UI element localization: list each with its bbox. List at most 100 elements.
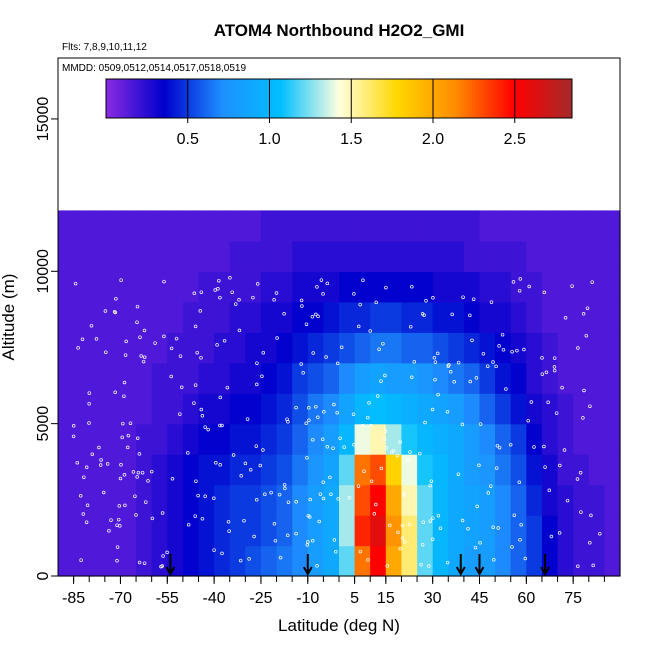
x-tick-label: -70: [109, 590, 132, 607]
flight-sample-point: [122, 394, 126, 398]
heatmap-cell: [573, 545, 590, 577]
flight-sample-point: [89, 323, 94, 328]
flight-sample-point: [432, 356, 437, 360]
heatmap-cell: [214, 271, 231, 303]
flight-sample-point: [427, 564, 431, 568]
flight-sample-point: [98, 463, 103, 467]
heatmap-cell: [276, 271, 293, 303]
flight-sample-point: [421, 520, 426, 524]
heatmap-cell: [432, 423, 449, 455]
heatmap-cell: [323, 240, 340, 272]
heatmap-cell: [510, 545, 527, 577]
heatmap-cell: [120, 240, 137, 272]
flight-sample-point: [351, 412, 356, 417]
heatmap-cell: [245, 240, 262, 272]
heatmap-cell: [292, 454, 309, 486]
flight-sample-point: [125, 445, 130, 450]
heatmap-cell: [463, 515, 481, 547]
heatmap-cell: [245, 484, 262, 516]
flight-sample-point: [400, 536, 405, 540]
heatmap-cell: [229, 393, 246, 425]
heatmap-cell: [370, 393, 387, 425]
heatmap-cell: [541, 454, 559, 486]
flight-sample-point: [242, 518, 246, 523]
heatmap-cell: [339, 545, 356, 577]
heatmap-cell: [510, 271, 527, 303]
flight-sample-point: [366, 415, 370, 420]
flight-sample-point: [347, 496, 352, 500]
flight-sample-point: [105, 462, 110, 466]
flight-sample-point: [366, 558, 370, 562]
flight-sample-point: [214, 461, 218, 465]
heatmap-cell: [229, 545, 246, 577]
flight-sample-point: [379, 379, 383, 383]
heatmap-cell: [198, 515, 215, 547]
flight-sample-point: [103, 309, 108, 313]
flight-sample-point: [395, 453, 400, 458]
flight-sample-point: [542, 444, 546, 449]
flight-sample-point: [128, 421, 133, 425]
x-tick-label: 5: [350, 590, 359, 607]
heatmap-cell: [245, 271, 262, 303]
heatmap-cell: [89, 332, 106, 364]
heatmap-cell: [245, 423, 262, 455]
heatmap-cell: [260, 332, 278, 364]
flight-sample-point: [398, 440, 402, 444]
flight-sample-point: [316, 314, 320, 319]
flight-sample-point: [272, 298, 276, 302]
heatmap-cell: [151, 423, 168, 455]
heatmap-cell: [89, 423, 106, 455]
flight-sample-point: [237, 298, 241, 302]
heatmap-cell: [89, 454, 106, 486]
heatmap-cell: [260, 545, 278, 577]
heatmap-cell: [120, 210, 137, 242]
heatmap-cell: [510, 515, 527, 547]
heatmap-cell: [73, 332, 90, 364]
heatmap-cell: [260, 301, 278, 333]
heatmap-cell: [448, 362, 465, 394]
heatmap-cell: [526, 210, 543, 242]
heatmap-cell: [604, 362, 621, 394]
heatmap-cell: [448, 393, 465, 425]
flight-sample-point: [418, 451, 422, 456]
heatmap-cell: [541, 271, 559, 303]
heatmap-cell: [557, 362, 574, 394]
flight-sample-point: [361, 278, 365, 283]
flight-sample-point: [170, 477, 175, 481]
heatmap-cell: [385, 515, 402, 547]
flight-sample-point: [122, 380, 127, 385]
heatmap-cell: [182, 515, 200, 547]
heatmap-cell: [323, 454, 340, 486]
heatmap-cell: [557, 301, 574, 333]
heatmap-cell: [89, 362, 106, 394]
heatmap-cell: [448, 454, 465, 486]
flight-sample-point: [379, 466, 384, 471]
heatmap-cell: [604, 271, 621, 303]
flight-sample-point: [251, 295, 255, 300]
heatmap-cell: [104, 332, 121, 364]
heatmap-cell: [151, 210, 168, 242]
flight-sample-point: [579, 510, 583, 514]
heatmap-cell: [573, 484, 590, 516]
heatmap-cell: [385, 545, 402, 577]
heatmap-cell: [136, 393, 153, 425]
flight-sample-point: [144, 500, 148, 504]
heatmap-cell: [448, 423, 465, 455]
flight-sample-point: [299, 298, 304, 303]
flight-sample-point: [369, 424, 373, 428]
heatmap-cell: [151, 545, 168, 577]
flight-sample-point: [196, 493, 200, 498]
heatmap-cell: [557, 515, 574, 547]
heatmap-cell: [385, 271, 402, 303]
heatmap-cell: [104, 210, 121, 242]
heatmap-cell: [229, 454, 246, 486]
arrow-markers: [165, 554, 550, 577]
flight-sample-point: [407, 522, 412, 527]
heatmap-cell: [276, 484, 293, 516]
heatmap-cell: [401, 393, 418, 425]
heatmap-cell: [463, 484, 481, 516]
heatmap-cell: [588, 301, 605, 333]
flight-sample-point: [78, 494, 83, 498]
flight-sample-point: [315, 285, 319, 289]
flight-sample-point: [306, 540, 310, 544]
